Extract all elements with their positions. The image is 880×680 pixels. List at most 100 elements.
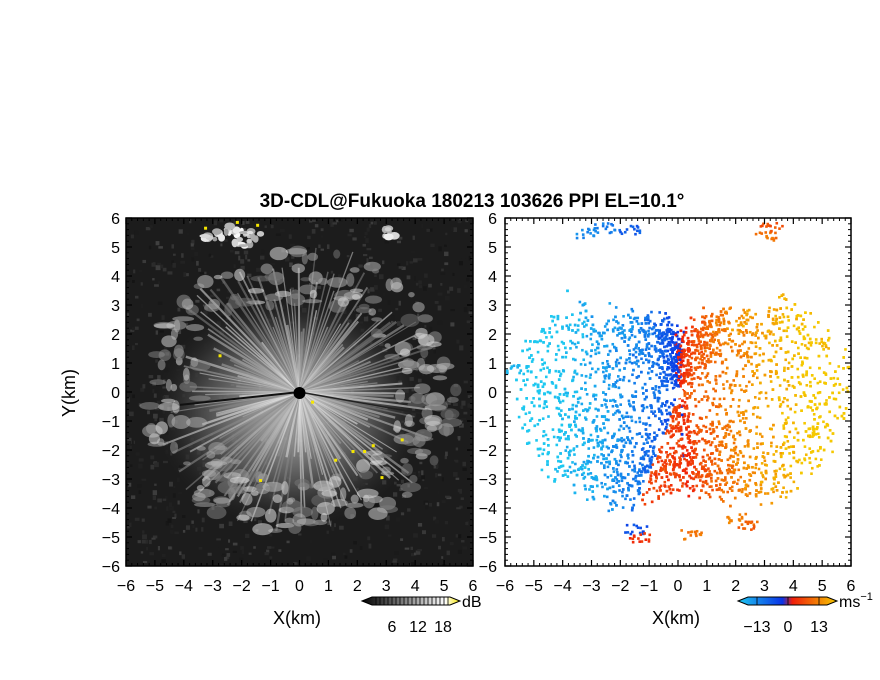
velocity-pixel	[615, 481, 619, 485]
velocity-pixel	[672, 446, 675, 450]
noise-speck	[181, 253, 184, 258]
velocity-pixel	[735, 353, 739, 357]
cloud-echo	[235, 297, 256, 307]
velocity-pixel	[621, 330, 624, 334]
cloud-echo	[372, 268, 380, 274]
velocity-pixel	[624, 497, 627, 501]
noise-speck	[167, 271, 173, 275]
velocity-pixel	[565, 316, 568, 319]
velocity-pixel	[585, 352, 589, 356]
velocity-pixel	[710, 480, 713, 483]
velocity-pixel	[565, 445, 569, 449]
velocity-pixel	[828, 362, 832, 365]
cloud-echo	[401, 463, 413, 476]
velocity-pixel	[591, 495, 595, 499]
velocity-pixel	[717, 341, 721, 345]
velocity-pixel	[615, 320, 618, 323]
noise-speck	[148, 312, 152, 317]
radial-streak	[298, 391, 363, 501]
cloud-echo	[443, 423, 450, 437]
velocity-pixel	[686, 480, 689, 483]
velocity-pixel	[710, 463, 714, 466]
velocity-pixel	[620, 479, 624, 483]
velocity-pixel	[601, 361, 605, 365]
cloud-echo	[384, 227, 392, 232]
velocity-pixel	[645, 358, 648, 362]
noise-speck	[434, 300, 439, 304]
velocity-pixel	[706, 343, 709, 347]
velocity-pixel	[675, 344, 679, 348]
velocity-pixel	[793, 354, 796, 357]
high-snr-pixel	[259, 479, 263, 482]
velocity-pixel	[834, 397, 838, 401]
velocity-pixel	[663, 332, 667, 336]
velocity-pixel	[769, 375, 772, 378]
velocity-pixel	[796, 431, 800, 435]
velocity-pixel	[606, 353, 610, 356]
velocity-pixel	[611, 508, 614, 511]
velocity-pixel	[797, 329, 801, 333]
velocity-pixel	[689, 420, 692, 423]
velocity-pixel	[714, 479, 718, 483]
noise-speck	[398, 300, 401, 306]
cloud-echo	[224, 302, 233, 317]
cloud-echo	[337, 297, 349, 307]
velocity-pixel	[557, 412, 561, 416]
velocity-pixel	[769, 380, 773, 383]
noise-speck	[225, 296, 231, 299]
velocity-pixel	[661, 402, 664, 405]
noise-speck	[368, 256, 373, 259]
velocity-pixel	[755, 432, 758, 435]
velocity-pixel	[641, 352, 645, 355]
cloud-echo	[349, 288, 364, 293]
velocity-pixel	[738, 433, 742, 437]
velocity-pixel	[746, 484, 750, 488]
velocity-pixel	[728, 464, 732, 467]
velocity-pixel	[570, 428, 573, 432]
noise-speck	[147, 410, 150, 415]
noise-speck	[284, 257, 290, 262]
noise-speck	[441, 268, 444, 272]
noise-speck	[411, 562, 415, 566]
noise-speck	[142, 534, 147, 540]
velocity-pixel	[687, 382, 690, 386]
high-snr-pixel	[363, 450, 367, 453]
velocity-pixel	[697, 431, 700, 434]
velocity-pixel	[536, 423, 540, 426]
velocity-pixel	[618, 326, 622, 330]
velocity-pixel	[787, 445, 791, 449]
velocity-pixel	[526, 348, 529, 352]
velocity-pixel	[724, 408, 727, 412]
noise-speck	[330, 270, 334, 274]
cloud-echo	[212, 496, 230, 505]
noise-speck	[437, 490, 440, 495]
x-tick-label: 1	[324, 578, 333, 595]
velocity-pixel	[568, 323, 572, 327]
radial-streak	[170, 391, 300, 413]
velocity-pixel	[541, 385, 545, 389]
velocity-pixel	[794, 394, 797, 397]
velocity-pixel	[685, 449, 689, 452]
velocity-pixel	[822, 420, 825, 424]
noise-speck	[138, 458, 144, 462]
noise-speck	[174, 513, 177, 519]
noise-speck	[362, 243, 366, 247]
high-snr-pixel	[218, 354, 222, 358]
velocity-pixel	[619, 395, 623, 399]
noise-speck	[129, 464, 133, 467]
x-tick-label: 6	[469, 578, 478, 595]
velocity-pixel	[675, 429, 678, 433]
noise-speck	[438, 246, 442, 252]
x-tick-label: −2	[233, 578, 251, 595]
velocity-pixel	[632, 477, 635, 481]
velocity-pixel	[603, 377, 607, 380]
velocity-pixel	[643, 335, 647, 338]
velocity-pixel	[747, 380, 751, 384]
velocity-pixel	[584, 408, 587, 411]
cloud-echo	[417, 334, 435, 346]
velocity-pixel	[707, 457, 711, 461]
cloud-echo	[199, 234, 211, 239]
velocity-pixel	[581, 431, 585, 435]
velocity-pixel	[621, 506, 625, 509]
velocity-pixel	[667, 362, 670, 365]
